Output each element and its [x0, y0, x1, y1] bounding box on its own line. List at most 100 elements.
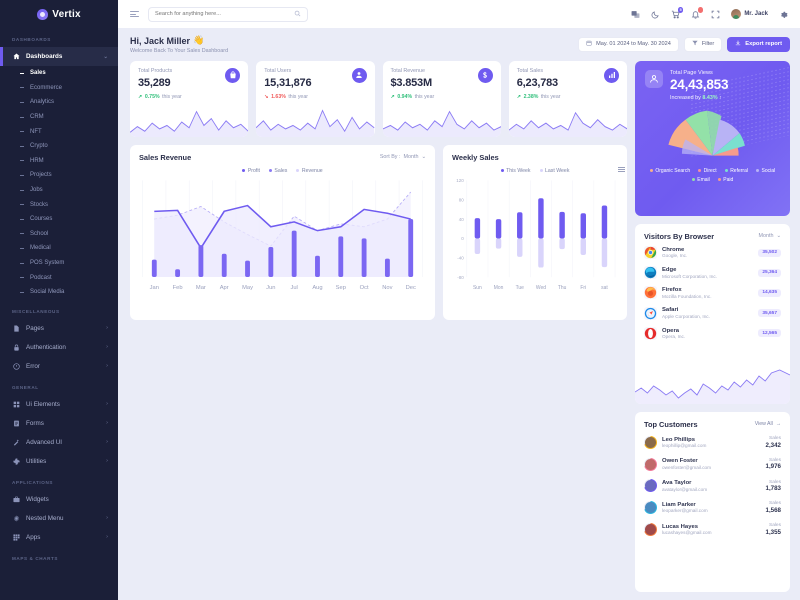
sidebar-subitem-pos-system[interactable]: POS System [0, 256, 118, 271]
briefcase-icon [12, 495, 20, 503]
sidebar-subitem-crm[interactable]: CRM [0, 110, 118, 125]
sidebar-item-pages[interactable]: Pages › [0, 319, 118, 338]
legend-label: Email [697, 176, 710, 183]
sidebar-item-authentication[interactable]: Authentication › [0, 338, 118, 357]
fullscreen-icon[interactable] [711, 9, 721, 19]
customer-name: Owen Foster [662, 458, 698, 465]
sidebar: Vertix DASHBOARDS Dashboards ⌄ Sales Ecom… [0, 0, 118, 600]
list-icon[interactable] [618, 166, 625, 172]
weekly-sales-legend: This Week Last Week [443, 166, 627, 174]
sidebar-item-dashboards[interactable]: Dashboards ⌄ [0, 47, 118, 66]
chevron-right-icon: › [106, 534, 108, 540]
gear-icon [12, 514, 20, 522]
sidebar-item-widgets[interactable]: Widgets [0, 490, 118, 509]
customer-sales: Sales 2,342 [766, 436, 781, 449]
dash-icon [20, 101, 24, 103]
dash-icon [20, 160, 24, 162]
diamond-logo-icon [37, 8, 49, 20]
svg-text:Feb: Feb [173, 284, 183, 290]
bell-icon[interactable] [691, 7, 704, 19]
svg-text:80: 80 [459, 197, 464, 202]
stat-card-total-users: Total Users 15,31,876 ↘ 1.63% this year [256, 60, 375, 137]
sidebar-subitem-podcast[interactable]: Podcast [0, 270, 118, 285]
sales-label: Sales [769, 436, 781, 442]
sidebar-item-forms[interactable]: Forms › [0, 414, 118, 433]
sidebar-item-ui-elements[interactable]: Ui Elements › [0, 395, 118, 414]
browser-name: Chrome [662, 246, 685, 253]
browser-period-select[interactable]: Month ⌄ [758, 233, 781, 239]
sidebar-item-advanced-ui[interactable]: Advanced UI › [0, 433, 118, 452]
translate-icon[interactable] [631, 9, 641, 19]
sidebar-subitem-projects[interactable]: Projects [0, 168, 118, 183]
sidebar-subitem-school[interactable]: School [0, 227, 118, 242]
browser-safari-icon [644, 306, 657, 320]
cart-icon[interactable]: 5 [671, 7, 684, 19]
sidebar-item-error[interactable]: Error › [0, 357, 118, 376]
filter-button[interactable]: Filter [683, 36, 723, 52]
export-report-button[interactable]: Export report [727, 36, 790, 52]
customer-email: leophillip@gmail.com [662, 443, 707, 449]
customer-name: Liam Parker [662, 501, 696, 508]
sidebar-subitem-nft[interactable]: NFT [0, 124, 118, 139]
customer-sales: Sales 1,783 [766, 480, 781, 493]
stat-sparkline [382, 107, 501, 137]
sidebar-subitem-analytics[interactable]: Analytics [0, 95, 118, 110]
chevron-right-icon: › [106, 401, 108, 407]
avatar [730, 9, 741, 19]
sidebar-item-nested-menu[interactable]: Nested Menu › [0, 509, 118, 528]
filter-label: Filter [701, 41, 715, 48]
sidebar-subitem-crypto[interactable]: Crypto [0, 139, 118, 154]
dash-icon [20, 218, 24, 220]
view-all-link[interactable]: View All → [754, 421, 781, 427]
brand-logo[interactable]: Vertix [0, 0, 118, 28]
date-range-picker[interactable]: May. 01 2024 to May. 30 2024 [578, 36, 679, 52]
content: Hi, Jack Miller 👋 Welcome Back To Your S… [118, 28, 800, 600]
svg-text:Fri: Fri [580, 284, 586, 290]
welcome-actions: May. 01 2024 to May. 30 2024 Filter Expo… [578, 36, 790, 52]
dash-icon [20, 116, 24, 118]
sidebar-subitem-social-media[interactable]: Social Media [0, 285, 118, 300]
avatar-inner [645, 524, 656, 536]
sidebar-subitem-jobs[interactable]: Jobs [0, 183, 118, 198]
dash-icon [20, 131, 24, 133]
dash-icon [20, 291, 24, 293]
sidebar-item-utilities[interactable]: Utilities › [0, 452, 118, 471]
sales-revenue-card: Sales Revenue Sort By : Month ⌄ Profit Sa… [130, 144, 435, 320]
sidebar-subitem-hrm[interactable]: HRM [0, 154, 118, 169]
customer-info: Leo Phillips leophillip@gmail.com [662, 437, 706, 449]
sidebar-subitem-ecommerce[interactable]: Ecommerce [0, 81, 118, 96]
svg-text:Wed: Wed [536, 284, 546, 290]
browser-list: Chrome Google, Inc. 35,502 Edge Microsoft Co… [635, 243, 790, 344]
moon-icon[interactable] [651, 9, 661, 19]
page-views-legend: Organic Search Direct Referral Social Email P… [645, 168, 780, 183]
sort-by-control[interactable]: Sort By : Month ⌄ [380, 154, 426, 160]
sales-revenue-legend: Profit Sales Revenue [130, 168, 435, 174]
sidebar-item-apps[interactable]: Apps › [0, 528, 118, 547]
customer-info: Liam Parker leoparker@gmail.com [662, 502, 708, 514]
hamburger-icon[interactable] [130, 10, 139, 19]
chevron-down-icon: ⌄ [776, 233, 781, 239]
stat-delta-value: 0.75% [144, 93, 160, 100]
customer-info: Ava Taylor avataylor@gmail.com [662, 480, 707, 492]
topbar-actions: 5 Mr. Jack [631, 7, 788, 19]
stat-period: this year [162, 93, 182, 100]
legend-dot [717, 178, 721, 181]
sidebar-subitem-medical[interactable]: Medical [0, 241, 118, 256]
browser-row: Opera Opera, Inc. 12,565 [635, 323, 790, 343]
search-input[interactable] [155, 11, 290, 17]
user-menu[interactable]: Mr. Jack [730, 9, 768, 19]
customer-name: Lucas Hayes [662, 523, 699, 530]
customer-sales: Sales 1,355 [766, 523, 781, 536]
dash-icon [20, 145, 24, 147]
global-search[interactable] [148, 6, 308, 22]
sort-by-value: Month [403, 154, 419, 160]
sidebar-subitem-label: Podcast [30, 274, 52, 281]
gear-icon[interactable] [778, 9, 788, 19]
sidebar-subitem-sales[interactable]: Sales [0, 66, 118, 81]
page-views-title: Total Page Views [670, 69, 713, 76]
sidebar-subitem-stocks[interactable]: Stocks [0, 197, 118, 212]
sidebar-subitem-courses[interactable]: Courses [0, 212, 118, 227]
svg-text:Aug: Aug [312, 284, 322, 290]
customer-row: Leo Phillips leophillip@gmail.com Sales 2,3… [635, 432, 790, 454]
